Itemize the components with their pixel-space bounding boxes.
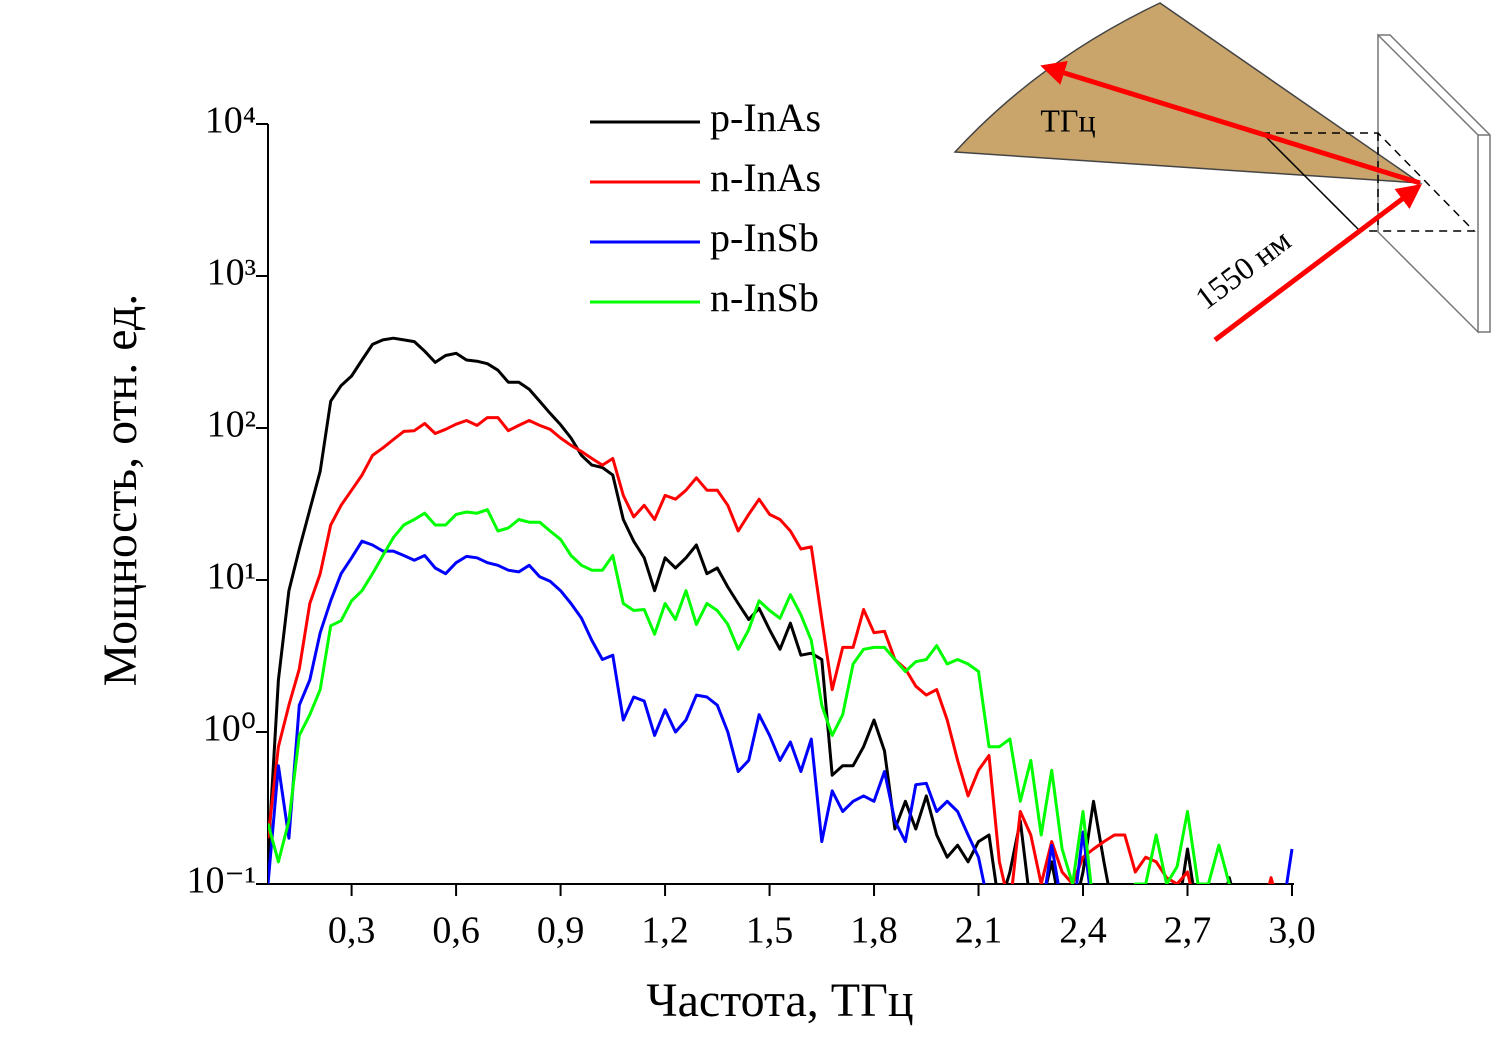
projection [1260,132,1476,232]
laser-arrow [1213,183,1422,342]
legend-label: p-InAs [710,95,821,140]
y-tick-label: 10⁰ [203,708,256,750]
x-tick-label: 0,6 [432,910,480,952]
y-axis-label: Мощность, отн. ед. [94,294,147,687]
thz-cone [953,2,1423,184]
legend-label: p-InSb [710,215,819,260]
y-tick-label: 10⁻¹ [187,860,256,902]
x-tick-label: 1,8 [850,910,898,952]
series-line [268,539,1294,884]
x-tick-label: 0,3 [328,910,376,952]
plot-area [268,336,1294,884]
setup-diagram: ТГц 1550 нм [953,2,1491,342]
x-tick-label: 2,7 [1164,910,1212,952]
series-line [268,336,1233,884]
x-tick-label: 1,2 [641,910,689,952]
plate-edge [1378,34,1491,333]
series-line [268,508,1231,884]
y-tick-label: 10¹ [207,556,256,598]
thz-arrow [1040,60,1421,186]
x-axis-label: Частота, ТГц [646,974,913,1027]
x-tick-label: 1,5 [746,910,794,952]
thz-label: ТГц [1040,102,1095,138]
y-tick-label: 10² [207,404,256,446]
y-tick-label: 10³ [207,252,256,294]
legend-label: n-InAs [710,155,821,200]
x-tick-label: 2,1 [955,910,1003,952]
x-tick-label: 0,9 [537,910,585,952]
series-line [268,416,1275,884]
wavelength-label: 1550 нм [1188,222,1297,317]
x-tick-label: 2,4 [1059,910,1107,952]
x-tick-label: 3,0 [1268,910,1316,952]
y-tick-label: 10⁴ [205,100,256,142]
legend-label: n-InSb [710,275,819,320]
